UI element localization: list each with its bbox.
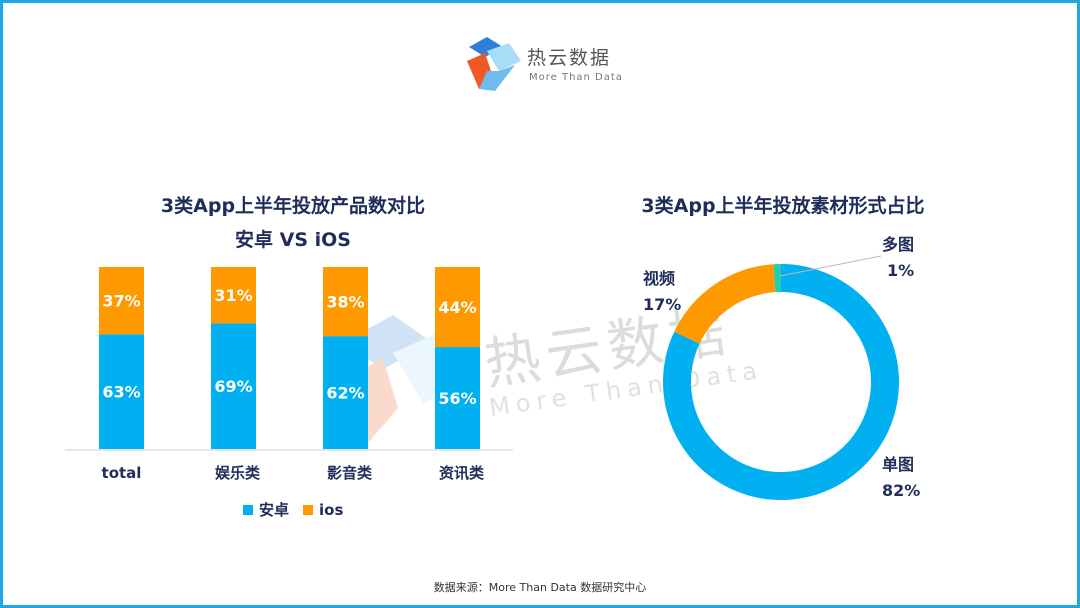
data-label-android: 62% <box>326 384 364 403</box>
bar-ios <box>99 267 144 335</box>
chart-canvas: 63% 37% total 69% 31% 娱乐类 62% 38% 影音类 56% 44% 资讯类 <box>65 255 899 500</box>
bar-android <box>99 334 144 449</box>
bar-chart-subtitle: 安卓 VS iOS <box>235 229 351 251</box>
legend-android: 安卓 <box>243 499 289 520</box>
category-label: total <box>102 464 142 482</box>
data-label-android: 63% <box>102 383 140 402</box>
data-label-ios: 44% <box>438 298 476 317</box>
bar-ios <box>211 267 256 324</box>
logo: 热云数据 More Than Data <box>465 35 635 95</box>
data-label-android: 69% <box>214 377 252 396</box>
legend-label: ios <box>319 500 344 519</box>
logo-tagline: More Than Data <box>529 72 623 83</box>
donut-slice-2 <box>773 264 781 293</box>
donut-slice-1 <box>674 264 776 344</box>
logo-icon <box>467 37 521 91</box>
slice-value-multi: 1% <box>887 261 915 280</box>
bar-android <box>435 347 480 449</box>
slice-label-video: 视频 <box>643 269 676 288</box>
bar-ios <box>323 267 368 337</box>
category-label: 影音类 <box>327 464 373 482</box>
bar-android <box>323 336 368 449</box>
legend-swatch <box>243 505 253 515</box>
source-note: 数据来源：More Than Data 数据研究中心 <box>433 581 647 594</box>
data-label-ios: 31% <box>214 286 252 305</box>
slice-value-video: 17% <box>643 295 682 314</box>
slice-value-single: 82% <box>882 481 921 500</box>
logo-name: 热云数据 <box>527 47 612 69</box>
bar-legend: 安卓 ios <box>243 499 343 520</box>
leader-line <box>779 255 882 277</box>
bar-chart-title: 3类App上半年投放产品数对比 <box>160 195 426 217</box>
bar-ios <box>435 267 480 348</box>
legend-swatch <box>303 504 314 515</box>
legend-ios: ios <box>303 501 343 519</box>
category-label: 资讯类 <box>439 464 485 482</box>
legend-label: 安卓 <box>259 501 290 519</box>
donut-chart-title: 3类App上半年投放素材形式占比 <box>641 195 925 217</box>
slice-label-multi: 多图 <box>882 235 915 254</box>
slice-label-single: 单图 <box>882 455 915 474</box>
data-label-ios: 38% <box>326 293 364 312</box>
data-label-ios: 37% <box>102 292 140 311</box>
bar-android <box>211 323 256 449</box>
category-label: 娱乐类 <box>215 464 261 482</box>
data-label-android: 56% <box>438 389 476 408</box>
